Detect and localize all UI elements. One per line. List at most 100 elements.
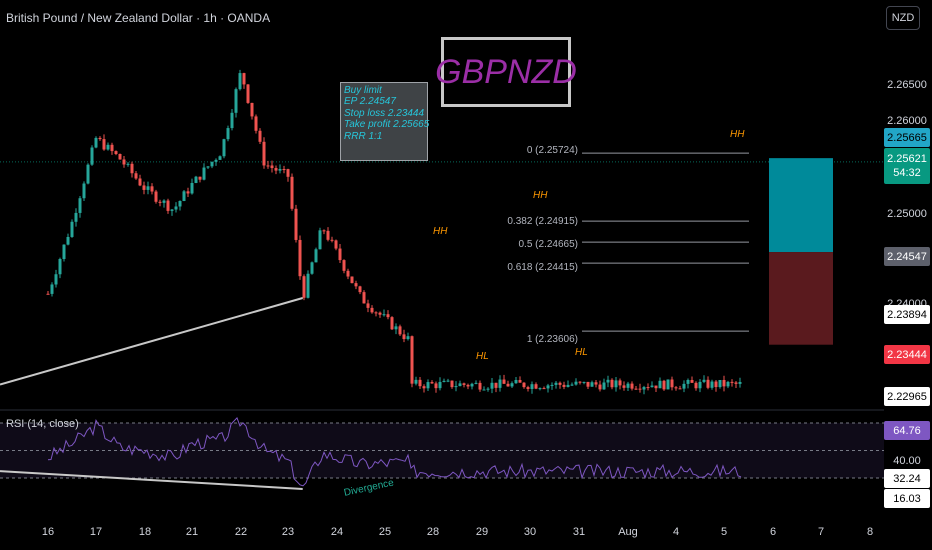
rsi-level-label: 40.00 [884,451,930,470]
low-price-label: 2.22965 [884,387,930,406]
candle-body [494,382,498,388]
candle-body [414,379,418,384]
candle-body [362,292,366,304]
candle-body [350,276,354,284]
time-tick: 8 [866,526,874,538]
stop-loss-price-label: 2.23444 [884,345,930,364]
candle-body [594,382,598,385]
candle-body [722,379,726,387]
candle-body [278,169,282,171]
candle-body [78,198,82,213]
candle-body [206,166,210,168]
candle-body [646,387,650,389]
candle-body [358,286,362,293]
candle-body [66,236,70,245]
candle-body [178,200,182,207]
time-tick: 31 [572,526,586,538]
candle-body [510,383,514,387]
candle-body [466,384,470,387]
candle-body [546,385,550,389]
candle-body [642,387,646,390]
note-line: Stop loss 2.23444 [344,107,425,119]
candle-body [530,384,534,389]
candle-body [266,165,270,167]
candle-body [602,382,606,390]
currency-button[interactable]: NZD [886,6,920,30]
candle-body [550,384,554,386]
candle-body [710,381,714,388]
rsi-trendline [0,470,303,490]
candle-body [422,386,426,389]
candle-body [586,381,590,387]
candle-body [354,283,358,287]
candlestick-series [46,69,742,395]
fib-level-label: 0 (2.25724) [526,145,578,156]
time-tick: 4 [672,526,680,538]
trendlines [0,297,303,490]
candle-body [434,383,438,389]
last-price-value: 2.25621 [887,153,927,165]
candle-body [454,386,458,388]
candle-body [654,385,658,389]
candle-body [254,116,258,131]
candle-body [558,382,562,385]
candle-body [582,381,586,383]
candle-body [618,380,622,386]
rsi-header: RSI (14, close) [6,418,79,430]
candle-body [578,381,582,383]
candle-body [302,276,306,298]
time-tick: 18 [138,526,152,538]
candle-countdown: 54:32 [893,167,921,179]
fib-retracement [582,152,749,332]
candle-body [490,382,494,389]
candle-body [730,381,734,383]
price-trendline [0,297,303,386]
candle-body [234,89,238,113]
candle-body [394,326,398,330]
candle-body [338,248,342,261]
candle-body [650,385,654,388]
rsi-value-label: 64.76 [884,421,930,440]
note-line: RRR 1:1 [344,130,383,142]
price-tick: 2.26500 [887,79,927,91]
candle-body [238,73,242,90]
candle-body [738,381,742,384]
candle-body [54,274,58,285]
rsi-line [47,416,742,487]
higher-high-label: HH [433,226,448,237]
time-tick: 22 [234,526,248,538]
candle-body [538,388,542,390]
candle-body [190,182,194,194]
candle-body [590,382,594,387]
candle-body [402,334,406,340]
candle-body [690,379,694,383]
candle-body [130,163,134,174]
candle-body [634,388,638,390]
candle-body [174,206,178,210]
candle-body [142,185,146,190]
candle-body [682,383,686,389]
time-tick: 7 [817,526,825,538]
candle-body [662,380,666,390]
candle-body [250,102,254,117]
candle-body [430,382,434,384]
higher-high-label: HH [730,129,745,140]
candle-body [274,168,278,171]
candle-body [714,381,718,388]
chart-title: British Pound / New Zealand Dollar · 1h … [6,11,271,25]
candle-body [106,144,110,150]
candle-body [470,383,474,387]
higher-high-label: HH [533,190,548,201]
candle-body [678,388,682,390]
candle-body [382,314,386,316]
candle-body [686,379,690,384]
candle-body [610,379,614,388]
candle-body [670,379,674,388]
candle-body [486,388,490,390]
candle-body [86,164,90,184]
candle-body [442,380,446,382]
candle-body [294,208,298,240]
price-tick: 2.26000 [887,115,927,127]
candle-body [390,317,394,330]
